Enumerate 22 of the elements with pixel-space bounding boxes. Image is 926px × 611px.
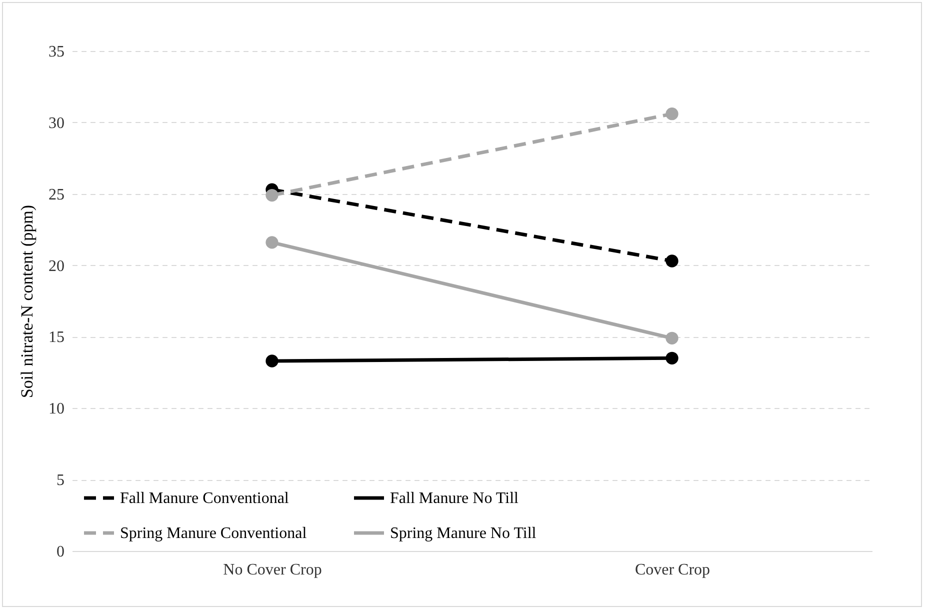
y-axis-title: Soil nitrate-N content (ppm) [18, 204, 36, 398]
x-tick-label: Cover Crop [634, 562, 710, 578]
x-tick-label: No Cover Crop [223, 562, 322, 578]
point [666, 108, 678, 120]
legend-label: Fall Manure Conventional [120, 490, 290, 507]
y-tick-label: 20 [48, 258, 64, 275]
point [666, 254, 678, 268]
point [666, 332, 678, 344]
point [266, 188, 278, 202]
legend-label: Spring Manure No Till [390, 525, 537, 542]
legend-label: Fall Manure No Till [390, 490, 520, 507]
y-tick-label: 5 [56, 472, 64, 490]
point [266, 354, 278, 368]
y-tick-label: 0 [56, 544, 64, 560]
y-tick-label: 25 [48, 186, 64, 204]
y-tick-label: 15 [48, 329, 64, 346]
point [666, 352, 678, 364]
y-tick-label: 35 [48, 44, 64, 60]
point [266, 236, 278, 249]
y-tick-label: 30 [48, 114, 64, 132]
legend-label: Spring Manure Conventional [120, 525, 308, 542]
y-tick-label: 10 [48, 400, 64, 418]
